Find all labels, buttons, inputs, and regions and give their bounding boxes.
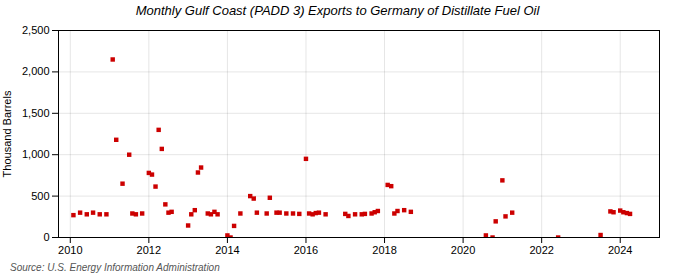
- svg-text:500: 500: [31, 190, 49, 202]
- html-text:Source: U.S. Energy Informatio: Source: U.S. Energy Information Administ…: [10, 262, 220, 273]
- svg-text:2018: 2018: [372, 244, 396, 256]
- svg-text:0: 0: [43, 231, 49, 243]
- svg-text:2022: 2022: [529, 244, 553, 256]
- svg-text:2012: 2012: [137, 244, 161, 256]
- svg-text:2010: 2010: [58, 244, 82, 256]
- svg-text:2020: 2020: [451, 244, 475, 256]
- svg-text:2,500: 2,500: [22, 24, 50, 36]
- svg-text:2024: 2024: [608, 244, 632, 256]
- svg-text:2,000: 2,000: [22, 65, 50, 77]
- svg-text:1,000: 1,000: [22, 148, 50, 160]
- svg-text:Thousand Barrels: Thousand Barrels: [1, 90, 13, 177]
- html-text:Monthly Gulf Coast (PADD 3) Ex: Monthly Gulf Coast (PADD 3) Exports to G…: [135, 3, 540, 18]
- svg-text:2014: 2014: [215, 244, 239, 256]
- svg-text:1,500: 1,500: [22, 107, 50, 119]
- svg-text:2016: 2016: [294, 244, 318, 256]
